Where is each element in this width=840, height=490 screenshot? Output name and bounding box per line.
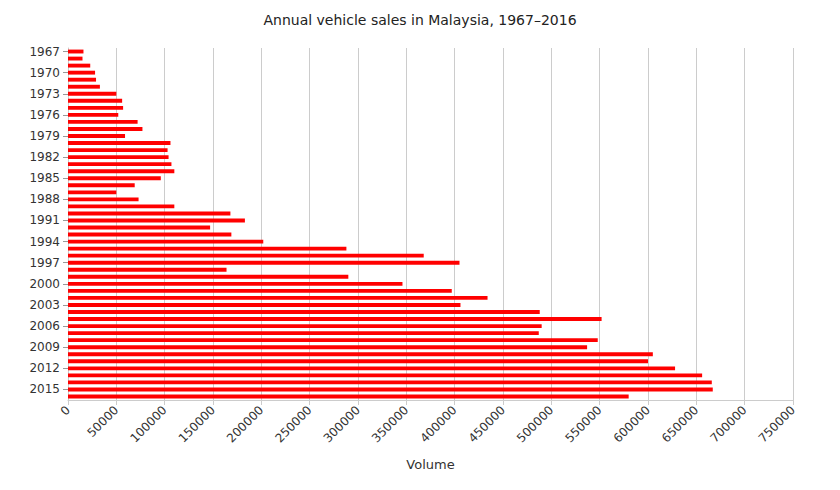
svg-text:2012: 2012 bbox=[29, 361, 60, 375]
svg-text:450000: 450000 bbox=[466, 403, 508, 445]
svg-text:2003: 2003 bbox=[29, 298, 60, 312]
svg-text:1982: 1982 bbox=[29, 150, 60, 164]
svg-text:1991: 1991 bbox=[29, 213, 60, 227]
svg-text:100000: 100000 bbox=[127, 403, 169, 445]
svg-text:1976: 1976 bbox=[29, 108, 60, 122]
svg-text:2006: 2006 bbox=[29, 319, 60, 333]
svg-text:1967: 1967 bbox=[29, 45, 60, 59]
svg-text:2015: 2015 bbox=[29, 382, 60, 396]
svg-text:650000: 650000 bbox=[659, 403, 701, 445]
svg-text:Annual vehicle sales in Malays: Annual vehicle sales in Malaysia, 1967–2… bbox=[263, 12, 576, 28]
svg-text:600000: 600000 bbox=[611, 403, 653, 445]
svg-text:150000: 150000 bbox=[176, 403, 218, 445]
svg-text:200000: 200000 bbox=[224, 403, 266, 445]
svg-text:550000: 550000 bbox=[562, 403, 604, 445]
svg-text:300000: 300000 bbox=[321, 403, 363, 445]
svg-text:Volume: Volume bbox=[406, 457, 454, 472]
svg-text:2000: 2000 bbox=[29, 277, 60, 291]
svg-text:750000: 750000 bbox=[756, 403, 798, 445]
svg-text:400000: 400000 bbox=[417, 403, 459, 445]
svg-text:700000: 700000 bbox=[707, 403, 749, 445]
svg-text:1994: 1994 bbox=[29, 235, 60, 249]
svg-text:1973: 1973 bbox=[29, 87, 60, 101]
svg-text:250000: 250000 bbox=[272, 403, 314, 445]
svg-text:2009: 2009 bbox=[29, 340, 60, 354]
svg-text:500000: 500000 bbox=[514, 403, 556, 445]
svg-text:1970: 1970 bbox=[29, 66, 60, 80]
svg-text:1985: 1985 bbox=[29, 171, 60, 185]
svg-text:1997: 1997 bbox=[29, 256, 60, 270]
svg-text:1988: 1988 bbox=[29, 192, 60, 206]
svg-text:350000: 350000 bbox=[369, 403, 411, 445]
svg-text:1979: 1979 bbox=[29, 129, 60, 143]
svg-text:0: 0 bbox=[58, 403, 73, 418]
svg-text:50000: 50000 bbox=[84, 403, 121, 440]
